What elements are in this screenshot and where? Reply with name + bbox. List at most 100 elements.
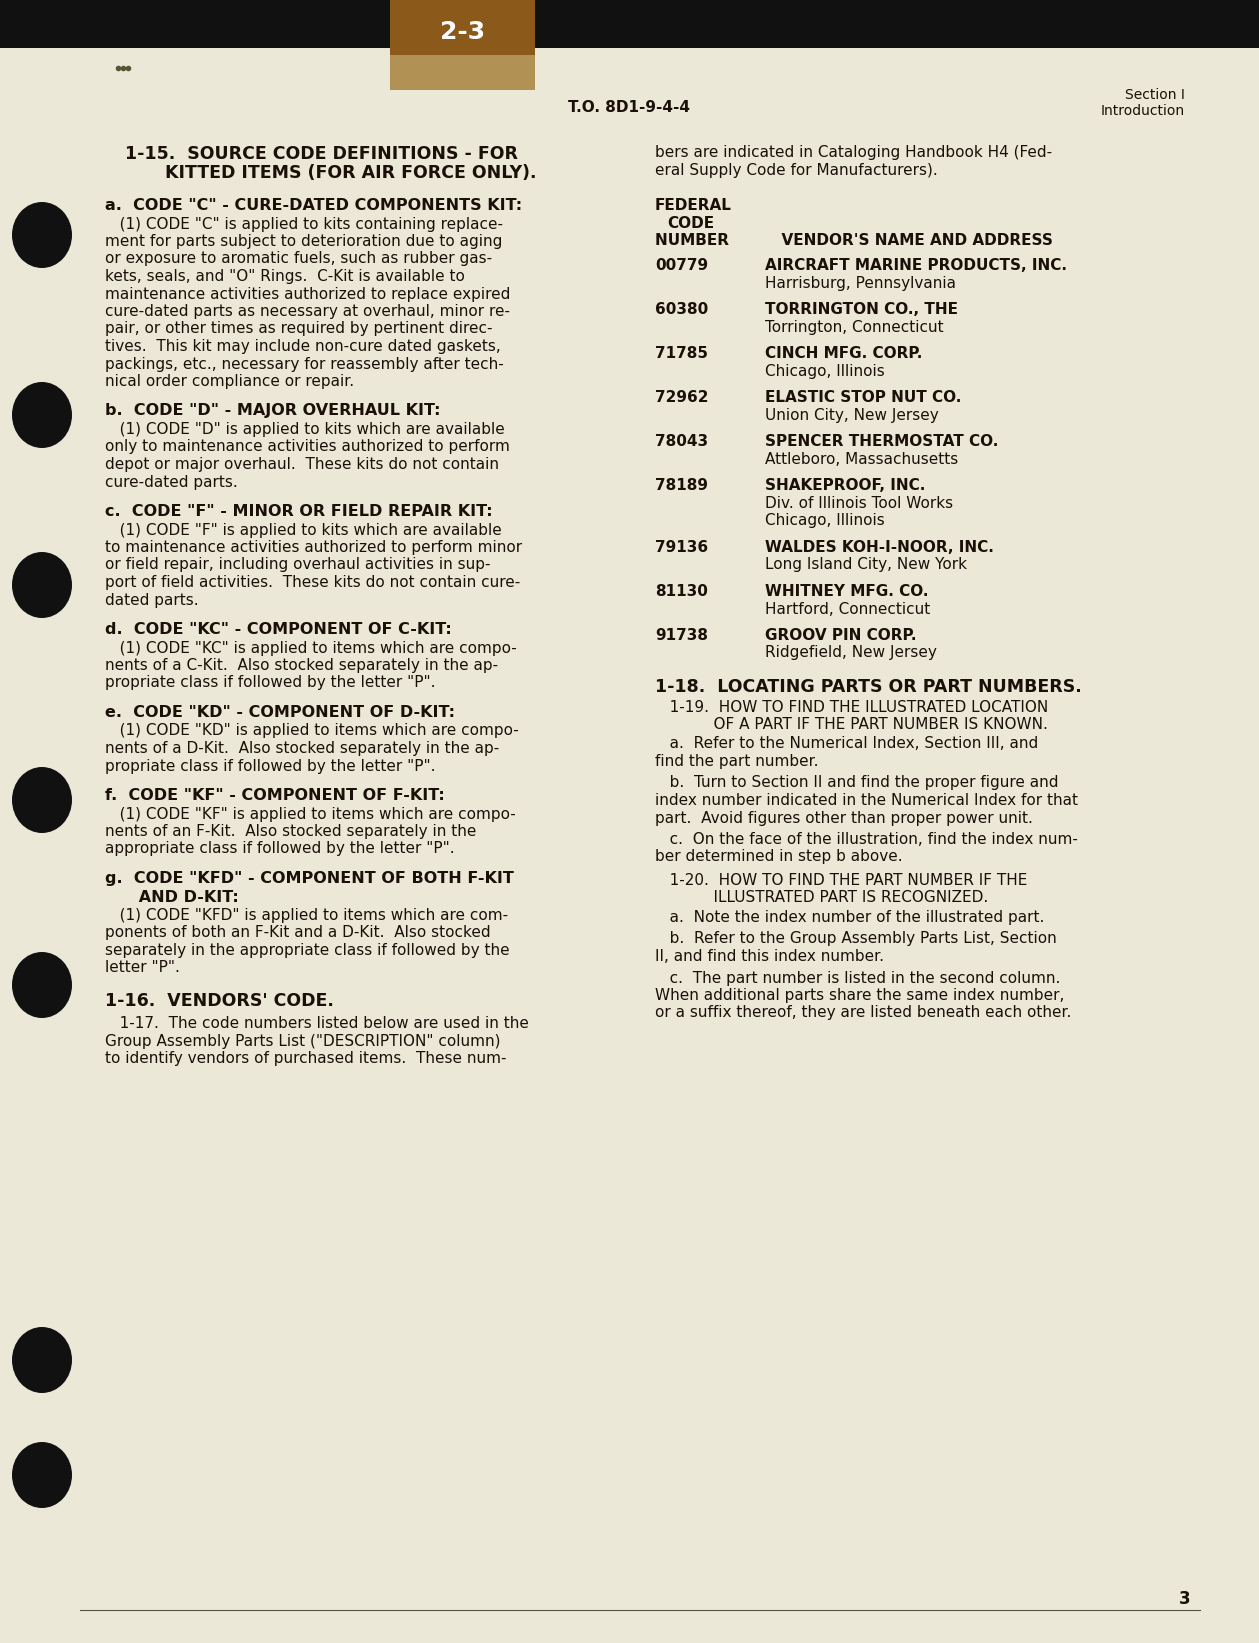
Text: ponents of both an F-Kit and a D-Kit.  Also stocked: ponents of both an F-Kit and a D-Kit. Al… (104, 925, 491, 940)
Text: ILLUSTRATED PART IS RECOGNIZED.: ILLUSTRATED PART IS RECOGNIZED. (655, 891, 988, 905)
Text: SPENCER THERMOSTAT CO.: SPENCER THERMOSTAT CO. (765, 434, 998, 450)
Text: maintenance activities authorized to replace expired: maintenance activities authorized to rep… (104, 286, 510, 302)
Text: ELASTIC STOP NUT CO.: ELASTIC STOP NUT CO. (765, 391, 962, 406)
Text: Chicago, Illinois: Chicago, Illinois (765, 514, 885, 529)
Text: Torrington, Connecticut: Torrington, Connecticut (765, 320, 944, 335)
Ellipse shape (13, 202, 72, 268)
Text: appropriate class if followed by the letter "P".: appropriate class if followed by the let… (104, 841, 454, 856)
Text: Harrisburg, Pennsylvania: Harrisburg, Pennsylvania (765, 276, 956, 291)
Text: nical order compliance or repair.: nical order compliance or repair. (104, 375, 354, 389)
Text: kets, seals, and "O" Rings.  C-Kit is available to: kets, seals, and "O" Rings. C-Kit is ava… (104, 269, 465, 284)
Text: (1) CODE "C" is applied to kits containing replace-: (1) CODE "C" is applied to kits containi… (104, 217, 504, 232)
Text: (1) CODE "KFD" is applied to items which are com-: (1) CODE "KFD" is applied to items which… (104, 909, 509, 923)
Text: letter "P".: letter "P". (104, 961, 180, 976)
Text: dated parts.: dated parts. (104, 593, 199, 608)
Text: nents of a D-Kit.  Also stocked separately in the ap-: nents of a D-Kit. Also stocked separatel… (104, 741, 500, 756)
Ellipse shape (13, 951, 72, 1019)
Text: port of field activities.  These kits do not contain cure-: port of field activities. These kits do … (104, 575, 520, 590)
Text: GROOV PIN CORP.: GROOV PIN CORP. (765, 628, 917, 642)
Text: CINCH MFG. CORP.: CINCH MFG. CORP. (765, 347, 923, 361)
Text: 1-20.  HOW TO FIND THE PART NUMBER IF THE: 1-20. HOW TO FIND THE PART NUMBER IF THE (655, 872, 1027, 887)
Text: 1-15.  SOURCE CODE DEFINITIONS - FOR: 1-15. SOURCE CODE DEFINITIONS - FOR (125, 145, 517, 163)
Text: 1-18.  LOCATING PARTS OR PART NUMBERS.: 1-18. LOCATING PARTS OR PART NUMBERS. (655, 679, 1081, 697)
Text: 1-16.  VENDORS' CODE.: 1-16. VENDORS' CODE. (104, 992, 334, 1010)
Bar (390, 54, 535, 90)
Text: ber determined in step b above.: ber determined in step b above. (655, 849, 903, 864)
Text: (1) CODE "KF" is applied to items which are compo-: (1) CODE "KF" is applied to items which … (104, 807, 516, 822)
Text: SHAKEPROOF, INC.: SHAKEPROOF, INC. (765, 478, 925, 493)
Bar (0, 0, 1259, 48)
Text: d.  CODE "KC" - COMPONENT OF C-KIT:: d. CODE "KC" - COMPONENT OF C-KIT: (104, 623, 452, 637)
Text: to maintenance activities authorized to perform minor: to maintenance activities authorized to … (104, 541, 522, 555)
Text: cure-dated parts.: cure-dated parts. (104, 475, 238, 490)
Text: Div. of Illinois Tool Works: Div. of Illinois Tool Works (765, 496, 953, 511)
Text: c.  CODE "F" - MINOR OR FIELD REPAIR KIT:: c. CODE "F" - MINOR OR FIELD REPAIR KIT: (104, 504, 492, 519)
Text: part.  Avoid figures other than proper power unit.: part. Avoid figures other than proper po… (655, 810, 1032, 825)
Text: 1-19.  HOW TO FIND THE ILLUSTRATED LOCATION: 1-19. HOW TO FIND THE ILLUSTRATED LOCATI… (655, 700, 1049, 715)
Text: NUMBER          VENDOR'S NAME AND ADDRESS: NUMBER VENDOR'S NAME AND ADDRESS (655, 233, 1053, 248)
Ellipse shape (13, 552, 72, 618)
Text: e.  CODE "KD" - COMPONENT OF D-KIT:: e. CODE "KD" - COMPONENT OF D-KIT: (104, 705, 454, 720)
Text: to identify vendors of purchased items.  These num-: to identify vendors of purchased items. … (104, 1052, 506, 1066)
Text: Hartford, Connecticut: Hartford, Connecticut (765, 601, 930, 616)
Text: b.  Refer to the Group Assembly Parts List, Section: b. Refer to the Group Assembly Parts Lis… (655, 932, 1056, 946)
Text: c.  On the face of the illustration, find the index num-: c. On the face of the illustration, find… (655, 831, 1078, 848)
Text: TORRINGTON CO., THE: TORRINGTON CO., THE (765, 302, 958, 317)
Text: 79136: 79136 (655, 541, 708, 555)
Text: or field repair, including overhaul activities in sup-: or field repair, including overhaul acti… (104, 557, 491, 572)
Text: Section I: Section I (1126, 89, 1185, 102)
Text: WHITNEY MFG. CO.: WHITNEY MFG. CO. (765, 583, 928, 600)
Text: a.  Refer to the Numerical Index, Section III, and: a. Refer to the Numerical Index, Section… (655, 736, 1039, 751)
Text: only to maintenance activities authorized to perform: only to maintenance activities authorize… (104, 439, 510, 455)
Text: (1) CODE "D" is applied to kits which are available: (1) CODE "D" is applied to kits which ar… (104, 422, 505, 437)
Ellipse shape (13, 767, 72, 833)
Text: 60380: 60380 (655, 302, 709, 317)
Text: CODE: CODE (667, 215, 714, 230)
Text: OF A PART IF THE PART NUMBER IS KNOWN.: OF A PART IF THE PART NUMBER IS KNOWN. (655, 716, 1047, 733)
Text: II, and find this index number.: II, and find this index number. (655, 950, 884, 964)
Text: separately in the appropriate class if followed by the: separately in the appropriate class if f… (104, 943, 510, 958)
Text: b.  Turn to Section II and find the proper figure and: b. Turn to Section II and find the prope… (655, 775, 1059, 790)
Text: 78043: 78043 (655, 434, 708, 450)
Bar (390, 0, 535, 90)
Text: a.  CODE "C" - CURE-DATED COMPONENTS KIT:: a. CODE "C" - CURE-DATED COMPONENTS KIT: (104, 199, 522, 214)
Text: (1) CODE "KD" is applied to items which are compo-: (1) CODE "KD" is applied to items which … (104, 723, 519, 738)
Text: 72962: 72962 (655, 391, 709, 406)
Text: (1) CODE "F" is applied to kits which are available: (1) CODE "F" is applied to kits which ar… (104, 522, 502, 537)
Text: a.  Note the index number of the illustrated part.: a. Note the index number of the illustra… (655, 910, 1045, 925)
Text: nents of a C-Kit.  Also stocked separately in the ap-: nents of a C-Kit. Also stocked separatel… (104, 657, 499, 674)
Text: c.  The part number is listed in the second column.: c. The part number is listed in the seco… (655, 971, 1060, 986)
Text: WALDES KOH-I-NOOR, INC.: WALDES KOH-I-NOOR, INC. (765, 541, 993, 555)
Text: bers are indicated in Cataloging Handbook H4 (Fed-: bers are indicated in Cataloging Handboo… (655, 145, 1053, 159)
Text: nents of an F-Kit.  Also stocked separately in the: nents of an F-Kit. Also stocked separate… (104, 825, 476, 840)
Text: b.  CODE "D" - MAJOR OVERHAUL KIT:: b. CODE "D" - MAJOR OVERHAUL KIT: (104, 404, 441, 419)
Text: 1-17.  The code numbers listed below are used in the: 1-17. The code numbers listed below are … (104, 1017, 529, 1032)
Text: 00779: 00779 (655, 258, 708, 273)
Text: When additional parts share the same index number,: When additional parts share the same ind… (655, 987, 1064, 1002)
Text: 78189: 78189 (655, 478, 708, 493)
Text: Union City, New Jersey: Union City, New Jersey (765, 407, 939, 422)
Text: Ridgefield, New Jersey: Ridgefield, New Jersey (765, 646, 937, 660)
Text: Long Island City, New York: Long Island City, New York (765, 557, 967, 572)
Text: Chicago, Illinois: Chicago, Illinois (765, 365, 885, 380)
Text: packings, etc., necessary for reassembly after tech-: packings, etc., necessary for reassembly… (104, 357, 504, 371)
Text: index number indicated in the Numerical Index for that: index number indicated in the Numerical … (655, 794, 1078, 808)
Text: KITTED ITEMS (FOR AIR FORCE ONLY).: KITTED ITEMS (FOR AIR FORCE ONLY). (165, 164, 536, 182)
Ellipse shape (13, 1443, 72, 1508)
Text: AIRCRAFT MARINE PRODUCTS, INC.: AIRCRAFT MARINE PRODUCTS, INC. (765, 258, 1066, 273)
Text: find the part number.: find the part number. (655, 754, 818, 769)
Text: 81130: 81130 (655, 583, 708, 600)
Text: T.O. 8D1-9-4-4: T.O. 8D1-9-4-4 (568, 100, 690, 115)
Text: cure-dated parts as necessary at overhaul, minor re-: cure-dated parts as necessary at overhau… (104, 304, 510, 319)
Text: pair, or other times as required by pertinent direc-: pair, or other times as required by pert… (104, 322, 492, 337)
Text: propriate class if followed by the letter "P".: propriate class if followed by the lette… (104, 675, 436, 690)
Ellipse shape (13, 383, 72, 449)
Text: Group Assembly Parts List ("DESCRIPTION" column): Group Assembly Parts List ("DESCRIPTION"… (104, 1033, 501, 1048)
Text: tives.  This kit may include non-cure dated gaskets,: tives. This kit may include non-cure dat… (104, 338, 501, 353)
Text: AND D-KIT:: AND D-KIT: (104, 889, 239, 905)
Text: g.  CODE "KFD" - COMPONENT OF BOTH F-KIT: g. CODE "KFD" - COMPONENT OF BOTH F-KIT (104, 871, 514, 886)
Text: eral Supply Code for Manufacturers).: eral Supply Code for Manufacturers). (655, 164, 938, 179)
Text: or a suffix thereof, they are listed beneath each other.: or a suffix thereof, they are listed ben… (655, 1006, 1071, 1020)
Text: f.  CODE "KF" - COMPONENT OF F-KIT:: f. CODE "KF" - COMPONENT OF F-KIT: (104, 789, 444, 803)
Ellipse shape (13, 1328, 72, 1393)
